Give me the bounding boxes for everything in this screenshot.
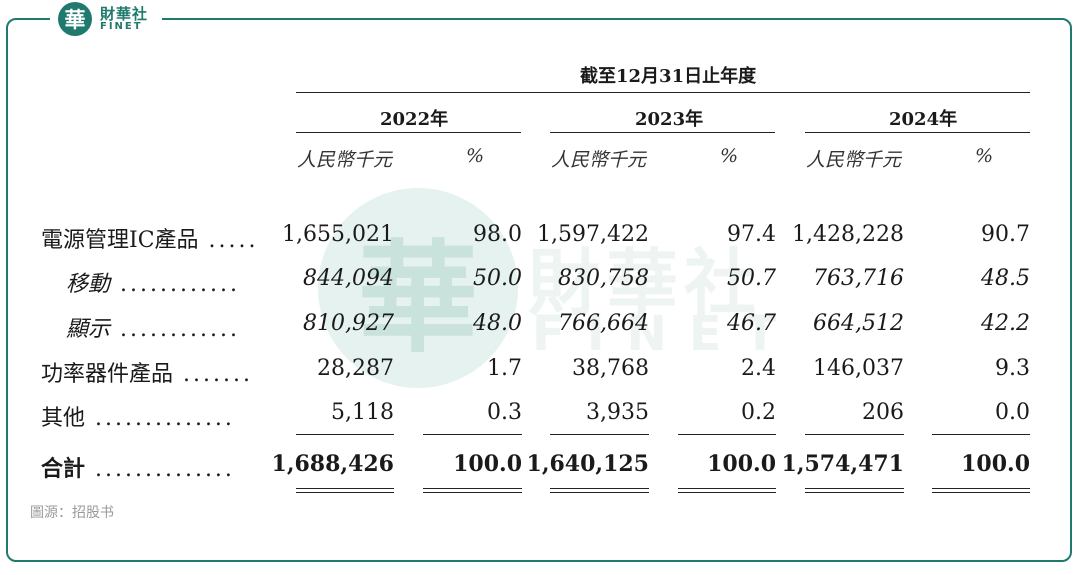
row-label: 功率器件產品....... <box>41 356 253 388</box>
period-header: 截至12月31日止年度 <box>580 66 757 87</box>
amount-cell: 766,664 <box>558 311 649 336</box>
percent-cell: 2.4 <box>741 356 776 381</box>
percent-cell: 48.5 <box>981 266 1030 291</box>
total-double-line-pct-2023 <box>678 488 776 493</box>
total-double-line-amount-2023 <box>550 488 649 493</box>
dot-leader: ....... <box>183 362 253 387</box>
row-label-text: 其他 <box>41 406 86 431</box>
document-frame <box>6 18 1072 562</box>
percent-cell: 98.0 <box>473 222 522 247</box>
row-label-text: 電源管理IC產品 <box>41 228 199 253</box>
amount-cell: 1,655,021 <box>282 222 394 247</box>
percent-cell: 90.7 <box>981 222 1030 247</box>
row-label: 其他.............. <box>41 400 235 432</box>
amount-cell: 830,758 <box>558 266 649 291</box>
amount-cell: 664,512 <box>813 311 904 336</box>
subtotal-line-pct-2023 <box>678 434 776 435</box>
percent-cell: 97.4 <box>727 222 776 247</box>
logo-name-cn: 財華社 <box>100 5 149 23</box>
subtotal-line-amount-2022 <box>296 434 394 435</box>
row-label-text: 移動 <box>66 272 111 297</box>
amount-cell: 1,574,471 <box>781 451 904 477</box>
year-header-2024: 2024年 <box>889 109 958 130</box>
percent-cell: 1.7 <box>487 356 522 381</box>
subtotal-line-amount-2024 <box>805 434 904 435</box>
year-underline-2023 <box>550 132 775 133</box>
dot-leader: ..... <box>208 228 259 253</box>
percent-cell: 0.2 <box>741 400 776 425</box>
row-label: 顯示............ <box>66 311 240 343</box>
percent-cell: 48.0 <box>473 311 522 336</box>
subtotal-line-pct-2022 <box>423 434 522 435</box>
percent-cell: 9.3 <box>995 356 1030 381</box>
unit-pct-2023: % <box>720 145 739 167</box>
year-header-2023: 2023年 <box>635 109 704 130</box>
amount-cell: 763,716 <box>813 266 904 291</box>
finet-logo-icon: 華 <box>58 2 92 36</box>
unit-pct-2024: % <box>975 145 994 167</box>
logo-name-en: FINET <box>100 21 143 32</box>
row-label-text: 顯示 <box>66 317 111 342</box>
total-double-line-amount-2024 <box>805 488 904 493</box>
total-double-line-pct-2022 <box>423 488 522 493</box>
period-underline <box>296 92 1030 93</box>
year-underline-2024 <box>805 132 1030 133</box>
subtotal-line-amount-2023 <box>550 434 649 435</box>
dot-leader: .............. <box>95 457 235 482</box>
amount-cell: 146,037 <box>813 356 904 381</box>
row-label: 電源管理IC產品..... <box>41 222 259 254</box>
row-label-text: 合計 <box>41 456 86 482</box>
row-label: 移動............ <box>66 266 240 298</box>
row-label: 合計.............. <box>41 451 235 483</box>
percent-cell: 50.0 <box>473 266 522 291</box>
year-header-2022: 2022年 <box>380 109 449 130</box>
dot-leader: ............ <box>120 272 240 297</box>
dot-leader: .............. <box>95 406 235 431</box>
percent-cell: 0.3 <box>487 400 522 425</box>
percent-cell: 46.7 <box>727 311 776 336</box>
unit-pct-2022: % <box>466 145 485 167</box>
unit-amount-2024: 人民幣千元 <box>806 149 902 171</box>
amount-cell: 1,688,426 <box>271 451 394 477</box>
amount-cell: 844,094 <box>303 266 394 291</box>
percent-cell: 50.7 <box>727 266 776 291</box>
amount-cell: 206 <box>862 400 904 425</box>
amount-cell: 5,118 <box>331 400 394 425</box>
year-underline-2022 <box>296 132 521 133</box>
row-label-text: 功率器件產品 <box>41 362 174 387</box>
percent-cell: 100.0 <box>453 451 522 477</box>
unit-amount-2023: 人民幣千元 <box>551 149 647 171</box>
amount-cell: 38,768 <box>572 356 649 381</box>
percent-cell: 42.2 <box>981 311 1030 336</box>
amount-cell: 810,927 <box>303 311 394 336</box>
percent-cell: 100.0 <box>707 451 776 477</box>
amount-cell: 1,597,422 <box>537 222 649 247</box>
subtotal-line-pct-2024 <box>932 434 1030 435</box>
amount-cell: 1,640,125 <box>526 451 649 477</box>
unit-amount-2022: 人民幣千元 <box>297 149 393 171</box>
dot-leader: ............ <box>120 317 240 342</box>
amount-cell: 28,287 <box>317 356 394 381</box>
percent-cell: 0.0 <box>995 400 1030 425</box>
source-caption: 圖源：招股书 <box>30 505 114 521</box>
total-double-line-pct-2024 <box>932 488 1030 493</box>
amount-cell: 3,935 <box>586 400 649 425</box>
percent-cell: 100.0 <box>961 451 1030 477</box>
amount-cell: 1,428,228 <box>792 222 904 247</box>
total-double-line-amount-2022 <box>296 488 394 493</box>
